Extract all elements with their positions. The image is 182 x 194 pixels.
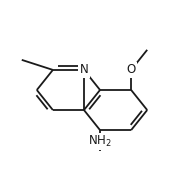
Text: NH$_2$: NH$_2$ [88,134,112,149]
Text: N: N [80,63,88,76]
Text: O: O [126,63,136,76]
